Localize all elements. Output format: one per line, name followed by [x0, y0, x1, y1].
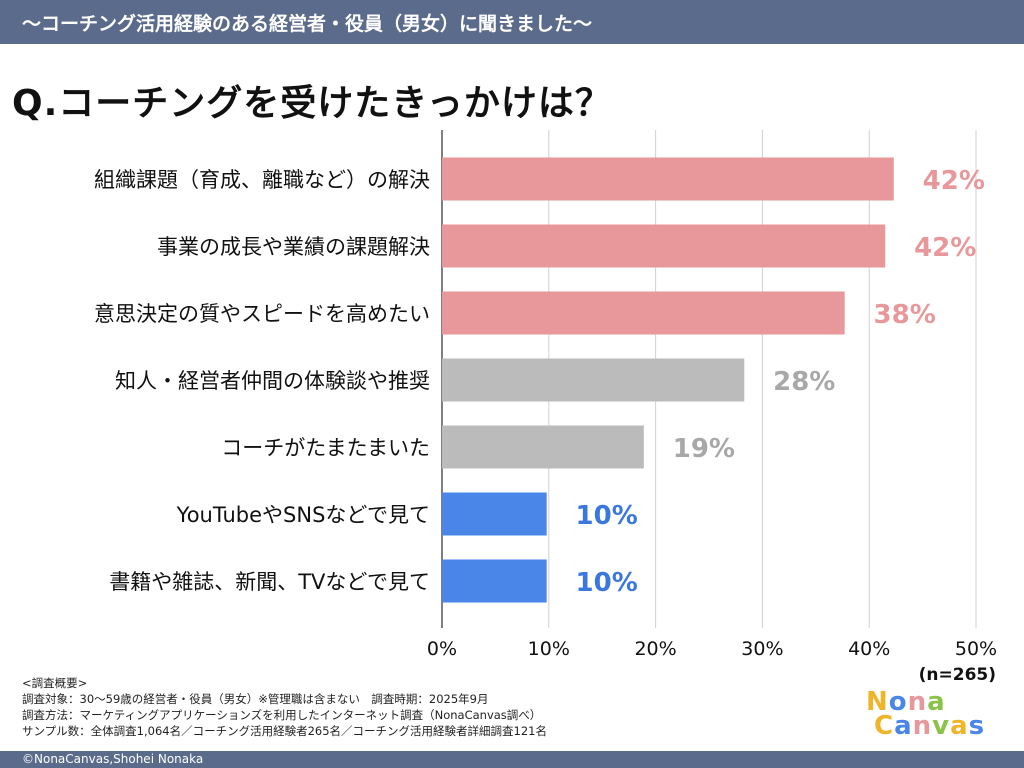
survey-method: 調査方法：マーケティングアプリケーションズを利用したインターネット調査（Nona…	[22, 708, 542, 722]
value-label: 19%	[673, 434, 735, 464]
category-label: 意思決定の質やスピードを高めたい	[94, 302, 430, 326]
logo-letter: o	[888, 687, 908, 717]
logo-text-nona: Nona	[866, 688, 946, 716]
bar	[442, 224, 886, 268]
nonacanvas-logo: Nona Canvas	[866, 688, 1016, 748]
bar	[442, 358, 745, 402]
value-label: 10%	[576, 568, 638, 598]
bottom-banner: ©NonaCanvas,Shohei Nonaka	[0, 751, 1024, 768]
survey-overview: <調査概要> 調査対象：30〜59歳の経営者・役員（男女）※管理職は含まない 調…	[22, 675, 547, 739]
category-label: 書籍や雑誌、新聞、TVなどで見て	[109, 570, 430, 594]
top-banner: 〜コーチング活用経験のある経営者・役員（男女）に聞きました〜	[0, 0, 1024, 44]
logo-letter: v	[932, 711, 951, 741]
bar	[442, 559, 547, 603]
x-tick-label: 0%	[427, 638, 457, 660]
x-tick-label: 30%	[741, 638, 783, 660]
banner-title: 〜コーチング活用経験のある経営者・役員（男女）に聞きました〜	[22, 13, 593, 35]
survey-sample: サンプル数：全体調査1,064名／コーチング活用経験者265名／コーチング活用経…	[22, 724, 547, 738]
survey-target: 調査対象：30〜59歳の経営者・役員（男女）※管理職は含まない 調査時期：202…	[22, 692, 489, 706]
logo-letter: C	[874, 711, 895, 741]
bar	[442, 492, 547, 536]
category-label: 組織課題（育成、離職など）の解決	[94, 168, 430, 192]
logo-letter: N	[866, 687, 889, 717]
bar	[442, 425, 644, 469]
x-tick-label: 40%	[848, 638, 890, 660]
logo-letter: n	[912, 711, 933, 741]
x-tick-label: 20%	[634, 638, 676, 660]
value-label: 42%	[923, 166, 985, 196]
category-label: コーチがたまたまいた	[221, 436, 430, 460]
value-label: 38%	[874, 300, 936, 330]
value-label: 28%	[773, 367, 835, 397]
x-tick-label: 50%	[955, 638, 997, 660]
category-label: 事業の成長や業績の課題解決	[157, 235, 430, 259]
x-tick-label: 10%	[528, 638, 570, 660]
value-label: 42%	[914, 233, 976, 263]
copyright-text: ©NonaCanvas,Shohei Nonaka	[22, 752, 204, 766]
bar	[442, 157, 894, 201]
question-title: Q.コーチングを受けたきっかけは？	[12, 83, 612, 124]
logo-letter: s	[968, 711, 986, 741]
category-label: YouTubeやSNSなどで見て	[176, 503, 430, 527]
logo-letter: a	[950, 711, 969, 741]
bar	[442, 291, 845, 335]
logo-letter: a	[927, 687, 946, 717]
logo-text-canvas: Canvas	[874, 712, 985, 740]
value-label: 10%	[576, 501, 638, 531]
logo-letter: n	[907, 687, 928, 717]
logo-letter: a	[894, 711, 913, 741]
category-label: 知人・経営者仲間の体験談や推奨	[115, 369, 430, 393]
sample-size-label: (n=265)	[919, 665, 996, 685]
survey-heading: <調査概要>	[22, 676, 88, 690]
bar-chart: 組織課題（育成、離職など）の解決 42% 事業の成長や業績の課題解決 42% 意思決定の…	[94, 130, 997, 685]
